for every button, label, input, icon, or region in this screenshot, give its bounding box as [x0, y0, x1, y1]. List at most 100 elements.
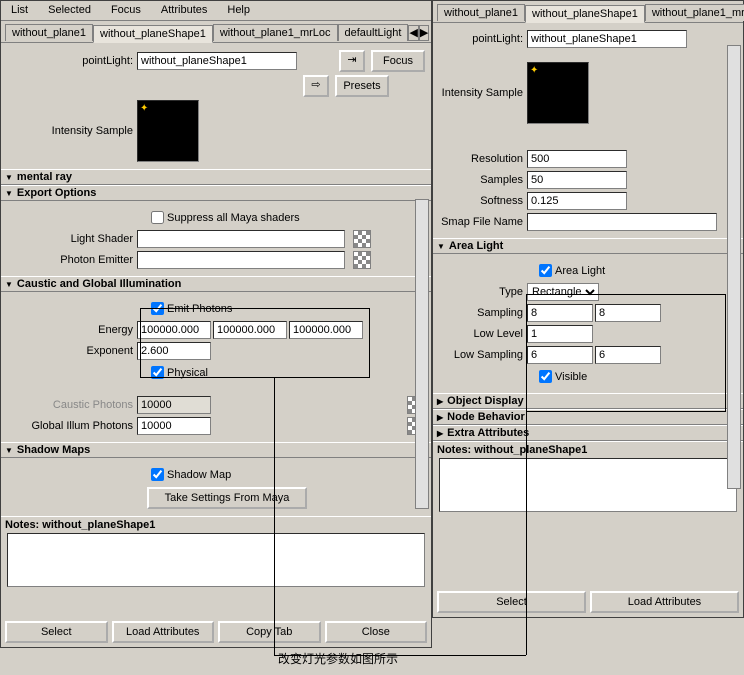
shadow-map-checkbox[interactable]: [151, 468, 164, 481]
menu-selected[interactable]: Selected: [38, 1, 101, 20]
low-sampling-label: Low Sampling: [439, 349, 527, 361]
goto-output-icon[interactable]: ⇨: [303, 75, 329, 97]
take-settings-button[interactable]: Take Settings From Maya: [147, 487, 307, 509]
caustic-photons-label: Caustic Photons: [7, 399, 137, 411]
area-light-checkbox[interactable]: [539, 264, 552, 277]
presets-button[interactable]: Presets: [335, 75, 389, 97]
menu-help[interactable]: Help: [217, 1, 260, 20]
smap-label: Smap File Name: [439, 216, 527, 228]
tab-defaultlight[interactable]: defaultLight: [338, 24, 409, 41]
load-attributes-button-right[interactable]: Load Attributes: [590, 591, 739, 613]
tab-without-plane1-mrloc[interactable]: without_plane1_mrLoc: [213, 24, 338, 41]
physical-label: Physical: [167, 367, 208, 379]
intensity-swatch-r-icon[interactable]: [527, 62, 589, 124]
menu-focus[interactable]: Focus: [101, 1, 151, 20]
light-shader-field[interactable]: [137, 230, 345, 248]
intensity-sample-label: Intensity Sample: [7, 125, 137, 137]
shadow-map-label: Shadow Map: [167, 469, 231, 481]
light-shader-map-icon[interactable]: [353, 230, 371, 248]
section-shadow-maps[interactable]: Shadow Maps: [1, 442, 431, 458]
sampling-u[interactable]: [527, 304, 593, 322]
smap-field[interactable]: [527, 213, 717, 231]
resolution-field[interactable]: [527, 150, 627, 168]
menu-attributes[interactable]: Attributes: [151, 1, 217, 20]
global-illum-photons-field[interactable]: [137, 417, 211, 435]
area-light-cblabel: Area Light: [555, 265, 605, 277]
section-object-display[interactable]: Object Display: [433, 393, 743, 409]
type-label: Type: [439, 286, 527, 298]
notes-textarea-left[interactable]: [7, 533, 425, 587]
pointlight-label: pointLight:: [7, 55, 137, 67]
visible-label: Visible: [555, 371, 587, 383]
exponent-label: Exponent: [7, 345, 137, 357]
caustic-photons-field: [137, 396, 211, 414]
tab-r-without-planeshape1[interactable]: without_planeShape1: [525, 5, 645, 23]
photon-emitter-field[interactable]: [137, 251, 345, 269]
load-attributes-button-left[interactable]: Load Attributes: [112, 621, 215, 643]
low-level-field[interactable]: [527, 325, 593, 343]
exponent-field[interactable]: [137, 342, 211, 360]
global-illum-photons-label: Global Illum Photons: [7, 420, 137, 432]
intensity-swatch-icon[interactable]: [137, 100, 199, 162]
notes-header-left: Notes: without_planeShape1: [1, 516, 431, 533]
tabs-left: without_plane1 without_planeShape1 witho…: [1, 21, 431, 43]
section-area-light[interactable]: Area Light: [433, 238, 743, 254]
menu-list[interactable]: List: [1, 1, 38, 20]
caption-text: 改变灯光参数如图所示: [278, 650, 398, 667]
attribute-editor-right: without_plane1 without_planeShape1 witho…: [432, 0, 744, 618]
low-level-label: Low Level: [439, 328, 527, 340]
section-extra-attributes[interactable]: Extra Attributes: [433, 425, 743, 441]
focus-button[interactable]: Focus: [371, 50, 425, 72]
energy-label: Energy: [7, 324, 137, 336]
select-button-left[interactable]: Select: [5, 621, 108, 643]
tab-scroll-left-icon[interactable]: ◀: [408, 25, 418, 41]
select-button-right[interactable]: Select: [437, 591, 586, 613]
pointlight-value-r[interactable]: [527, 30, 687, 48]
tab-without-plane1[interactable]: without_plane1: [5, 24, 93, 41]
visible-checkbox[interactable]: [539, 370, 552, 383]
goto-input-icon[interactable]: ⇥: [339, 50, 365, 72]
tabs-right: without_plane1 without_planeShape1 witho…: [433, 1, 743, 23]
sampling-v[interactable]: [595, 304, 661, 322]
section-node-behavior[interactable]: Node Behavior: [433, 409, 743, 425]
photon-emitter-map-icon[interactable]: [353, 251, 371, 269]
close-button[interactable]: Close: [325, 621, 428, 643]
intensity-sample-label-r: Intensity Sample: [439, 87, 527, 99]
attribute-editor-left: List Selected Focus Attributes Help with…: [0, 0, 432, 648]
low-sampling-v[interactable]: [595, 346, 661, 364]
pointlight-label-r: pointLight:: [439, 33, 527, 45]
resolution-label: Resolution: [439, 153, 527, 165]
softness-label: Softness: [439, 195, 527, 207]
scrollbar-left[interactable]: [415, 199, 429, 509]
scrollbar-right[interactable]: [727, 45, 741, 489]
energy-g[interactable]: [213, 321, 287, 339]
tab-without-planeshape1[interactable]: without_planeShape1: [93, 25, 213, 43]
samples-label: Samples: [439, 174, 527, 186]
energy-b[interactable]: [289, 321, 363, 339]
pointlight-value[interactable]: [137, 52, 297, 70]
sampling-label: Sampling: [439, 307, 527, 319]
tab-r-without-plane1-mrloc[interactable]: without_plane1_mrLoc: [645, 4, 744, 21]
suppress-checkbox[interactable]: [151, 211, 164, 224]
notes-textarea-right[interactable]: [439, 458, 737, 512]
type-select[interactable]: Rectangle: [527, 283, 599, 301]
low-sampling-u[interactable]: [527, 346, 593, 364]
suppress-label: Suppress all Maya shaders: [167, 212, 300, 224]
copy-tab-button[interactable]: Copy Tab: [218, 621, 321, 643]
light-shader-label: Light Shader: [7, 233, 137, 245]
physical-checkbox[interactable]: [151, 366, 164, 379]
photon-emitter-label: Photon Emitter: [7, 254, 137, 266]
section-mental-ray[interactable]: mental ray: [1, 169, 431, 185]
notes-header-right: Notes: without_planeShape1: [433, 441, 743, 458]
section-caustic-gi[interactable]: Caustic and Global Illumination: [1, 276, 431, 292]
emit-photons-label: Emit Photons: [167, 303, 232, 315]
softness-field[interactable]: [527, 192, 627, 210]
connector-line-1: [274, 377, 275, 655]
samples-field[interactable]: [527, 171, 627, 189]
connector-line-3: [526, 411, 527, 655]
energy-r[interactable]: [137, 321, 211, 339]
section-export-options[interactable]: Export Options: [1, 185, 431, 201]
tab-scroll-right-icon[interactable]: ▶: [419, 25, 429, 41]
emit-photons-checkbox[interactable]: [151, 302, 164, 315]
tab-r-without-plane1[interactable]: without_plane1: [437, 4, 525, 21]
